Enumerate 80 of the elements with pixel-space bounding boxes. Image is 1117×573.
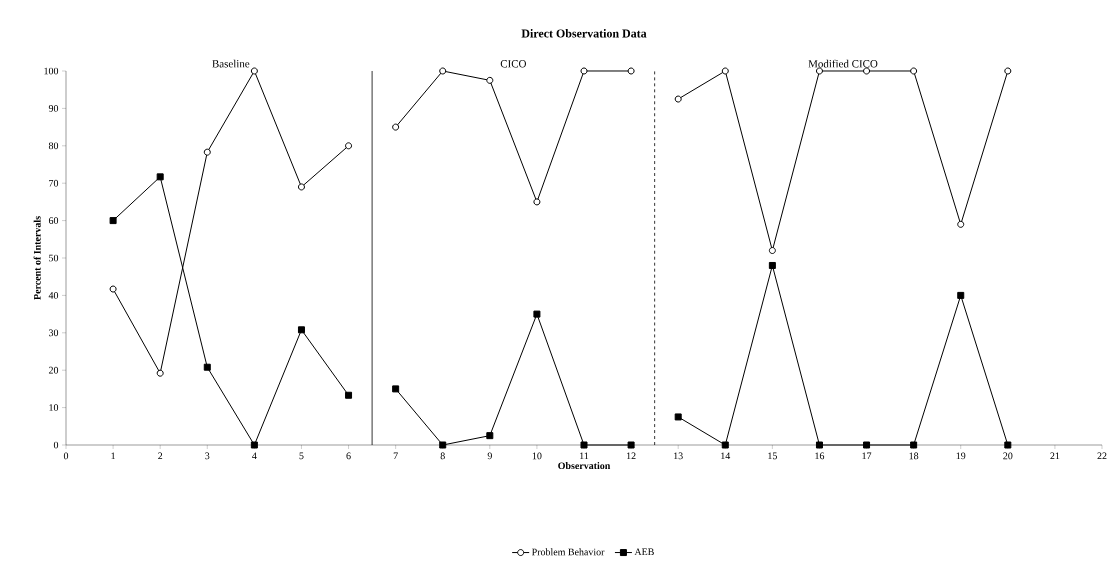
y-axis-title: Percent of Intervals	[33, 216, 41, 300]
point	[109, 217, 117, 225]
point	[910, 67, 918, 75]
point	[674, 95, 682, 103]
x-tick-label: 19	[956, 452, 966, 460]
x-tick-label: 1	[111, 452, 115, 460]
point	[674, 413, 682, 421]
point	[392, 385, 400, 393]
x-tick-label: 5	[299, 452, 304, 460]
text: Baseline	[212, 59, 250, 68]
point	[721, 67, 729, 75]
chart-title: Direct Observation Data	[521, 29, 647, 38]
x-tick-label: 22	[1097, 452, 1107, 460]
x-tick-label: 14	[721, 452, 731, 460]
point	[627, 67, 635, 75]
point	[109, 285, 117, 293]
x-tick-label: 10	[532, 452, 542, 460]
point	[486, 76, 494, 84]
y-tick-label: 10	[49, 404, 59, 411]
point	[768, 247, 776, 255]
point	[815, 441, 823, 449]
x-tick-label: 16	[815, 452, 825, 460]
x-tick-label: 4	[252, 452, 257, 460]
x-tick-label: 8	[440, 452, 445, 460]
point	[721, 441, 729, 449]
y-tick-label: 60	[48, 217, 59, 224]
point	[345, 391, 353, 399]
point	[486, 432, 494, 440]
point	[250, 441, 258, 449]
point	[297, 326, 305, 334]
point	[957, 291, 965, 299]
point	[533, 198, 541, 206]
point	[156, 369, 164, 377]
point	[910, 441, 918, 449]
x-tick-label: 11	[580, 452, 589, 460]
legend-label: Problem Behavior	[531, 548, 605, 556]
point	[392, 123, 400, 131]
x-tick-label: 9	[487, 452, 492, 460]
point	[439, 441, 447, 449]
y-tick-label: 20	[48, 366, 59, 374]
legend-label: AEB	[634, 548, 654, 556]
point	[1004, 67, 1012, 75]
x-tick-label: 13	[674, 452, 683, 460]
point	[297, 183, 305, 191]
y-tick-label: 70	[49, 179, 59, 187]
x-tick-label: 21	[1050, 452, 1060, 460]
x-tick-label: 3	[205, 452, 210, 460]
x-tick-label: 0	[63, 452, 69, 460]
y-tick-label: 50	[49, 254, 59, 262]
point	[957, 220, 965, 228]
text: Modified CICO	[808, 59, 878, 68]
y-tick-label: 30	[49, 329, 59, 337]
point	[580, 441, 588, 449]
x-tick-label: 20	[1003, 452, 1013, 460]
point	[439, 67, 447, 75]
x-tick-label: 7	[393, 452, 398, 460]
y-tick-label: 0	[53, 441, 59, 449]
point	[203, 363, 211, 371]
point	[203, 148, 211, 156]
point	[768, 261, 776, 269]
x-axis-title: Observation	[558, 462, 611, 470]
x-tick-label: 17	[862, 452, 872, 460]
point	[250, 67, 258, 75]
point	[627, 441, 635, 449]
point	[1004, 441, 1012, 449]
point	[345, 142, 353, 150]
y-tick-label: 40	[48, 292, 59, 299]
point	[580, 67, 588, 75]
point	[156, 173, 164, 181]
x-tick-label: 6	[346, 452, 351, 460]
x-tick-label: 12	[626, 452, 636, 460]
x-tick-label: 15	[768, 452, 777, 460]
x-tick-label: 18	[909, 452, 919, 460]
x-tick-label: 2	[158, 452, 163, 460]
text: CICO	[500, 60, 526, 68]
y-tick-label: 100	[44, 67, 59, 75]
point	[863, 441, 871, 449]
y-tick-label: 80	[48, 142, 59, 150]
y-tick-label: 90	[48, 105, 59, 112]
point	[533, 310, 541, 318]
